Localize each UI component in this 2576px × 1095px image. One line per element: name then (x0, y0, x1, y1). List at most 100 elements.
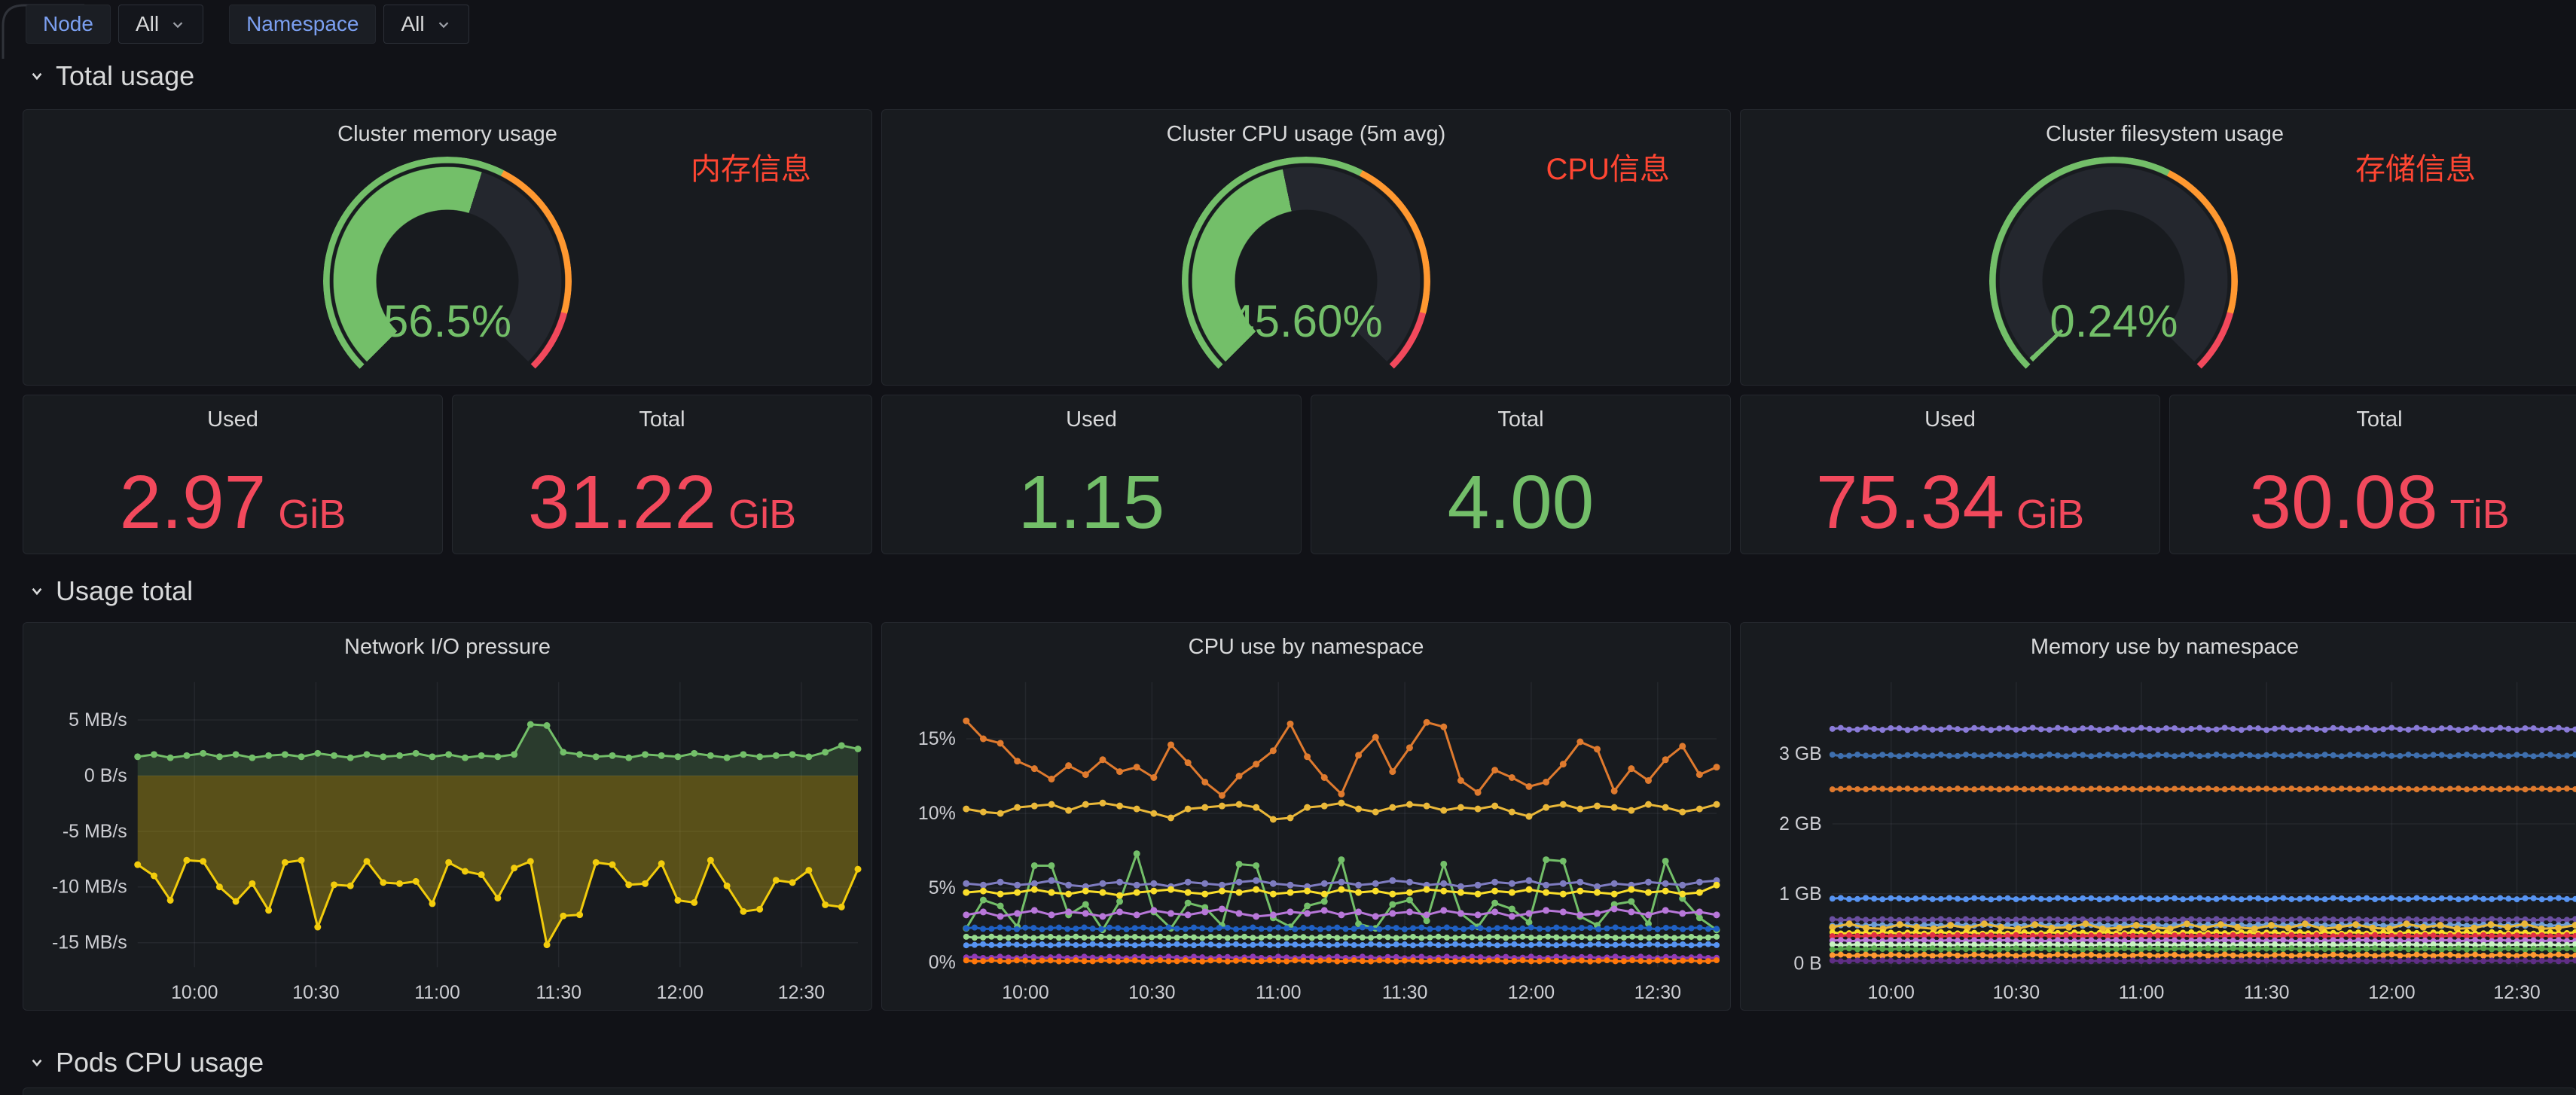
stat-number: 1.15 (1018, 460, 1165, 544)
panel-title[interactable]: Total (2356, 407, 2403, 432)
panel-title[interactable]: Used (1924, 407, 1976, 432)
chevron-down-icon (32, 1059, 42, 1067)
variable-bar: Node All Namespace All (26, 5, 469, 44)
svg-text:12:00: 12:00 (657, 982, 704, 1003)
svg-text:11:30: 11:30 (536, 982, 581, 1003)
svg-text:5 MB/s: 5 MB/s (69, 709, 127, 731)
variable-node-value: All (135, 12, 160, 35)
panel-cluster-filesystem-usage: Cluster filesystem usage 存储信息 0.24% (1740, 109, 2576, 405)
svg-text:10:30: 10:30 (1993, 982, 2040, 1003)
cpu-usage-gauge: 45.60% (1182, 157, 1430, 405)
panel-title[interactable]: Cluster filesystem usage (2046, 122, 2284, 146)
stat-number: 30.08 (2249, 460, 2438, 544)
panel-title[interactable]: Total (639, 407, 685, 432)
panel-memory-by-namespace: Memory use by namespace 3 GB 2 GB 1 GB 0 B 1… (1740, 622, 2576, 1011)
variable-node-label: Node (26, 5, 111, 44)
stat-value: 31.22 GiB (528, 465, 796, 540)
panel-title[interactable]: Used (207, 407, 258, 432)
stat-number: 4.00 (1447, 460, 1595, 544)
gauge-value-text: 0.24% (2050, 296, 2178, 346)
stat-number: 2.97 (119, 460, 267, 544)
svg-text:10:00: 10:00 (1002, 982, 1048, 1003)
svg-text:11:00: 11:00 (1256, 982, 1302, 1003)
variable-namespace-value: All (401, 12, 425, 35)
panel-title[interactable]: Memory use by namespace (2030, 635, 2300, 659)
svg-text:3 GB: 3 GB (1779, 743, 1822, 764)
gauge-value-arc (1989, 157, 2239, 405)
stat-unit: GiB (2016, 492, 2085, 537)
svg-text:12:00: 12:00 (1508, 982, 1555, 1003)
filesystem-usage-gauge: 0.24% (1989, 157, 2239, 405)
stat-number: 75.34 (1815, 460, 2005, 544)
section-pods-cpu-usage[interactable]: Pods CPU usage (27, 1047, 264, 1078)
chevron-down-icon (32, 587, 42, 596)
svg-text:11:30: 11:30 (1382, 982, 1428, 1003)
panel-title[interactable]: Total (1497, 407, 1544, 432)
stat-unit: GiB (728, 492, 797, 537)
svg-text:15%: 15% (918, 728, 956, 749)
svg-text:2 GB: 2 GB (1779, 813, 1822, 834)
svg-text:12:30: 12:30 (2493, 982, 2540, 1003)
variable-namespace-dropdown[interactable]: All (383, 5, 469, 44)
stat-value: 4.00 (1448, 465, 1595, 540)
next-row-panel-edge (23, 1087, 2576, 1095)
panel-cpu-used: Used 1.15 (881, 395, 1302, 554)
gauge-value-arc (323, 157, 572, 405)
variable-node-dropdown[interactable]: All (118, 5, 204, 44)
chevron-down-icon (438, 22, 448, 29)
panel-filesystem-total: Total 30.08 TiB (2169, 395, 2576, 554)
svg-text:12:00: 12:00 (2368, 982, 2415, 1003)
svg-text:10%: 10% (918, 803, 956, 824)
panel-title[interactable]: Cluster CPU usage (5m avg) (1166, 122, 1446, 146)
panel-cpu-total: Total 4.00 (1311, 395, 1731, 554)
panel-cpu-by-namespace: CPU use by namespace 15% 10% 5% 0% 10:00 10:3… (881, 622, 1731, 1011)
panel-filesystem-used: Used 75.34 GiB (1740, 395, 2160, 554)
svg-text:11:00: 11:00 (2119, 982, 2165, 1003)
svg-text:-10 MB/s: -10 MB/s (52, 877, 127, 898)
variable-namespace: Namespace All (229, 5, 469, 44)
svg-text:5%: 5% (929, 877, 956, 898)
cpu-namespace-chart[interactable]: 15% 10% 5% 0% 10:00 10:30 11:00 11:30 12:00 12:30 (882, 623, 1730, 1010)
variable-namespace-label: Namespace (229, 5, 377, 44)
gauge-value-arc (1182, 157, 1430, 405)
memory-namespace-chart[interactable]: 3 GB 2 GB 1 GB 0 B 10:00 10:30 11:00 11:30 12:00… (1741, 623, 2576, 1010)
annotation-storage-info: 存储信息 (2355, 153, 2476, 186)
stat-value: 75.34 GiB (1816, 465, 2084, 540)
gauge-value-text: 56.5% (383, 296, 512, 346)
panel-title[interactable]: Used (1066, 407, 1117, 432)
svg-text:10:30: 10:30 (1128, 982, 1175, 1003)
stat-number: 31.22 (527, 460, 717, 544)
stat-value: 2.97 GiB (120, 465, 346, 540)
section-usage-total[interactable]: Usage total (27, 575, 193, 607)
memory-usage-gauge: 56.5% (323, 157, 572, 405)
svg-text:10:30: 10:30 (292, 982, 339, 1003)
panel-cluster-cpu-usage: Cluster CPU usage (5m avg) CPU信息 45.60% (881, 109, 1731, 405)
svg-text:-15 MB/s: -15 MB/s (52, 932, 127, 953)
chevron-down-icon (32, 72, 42, 81)
network-io-chart[interactable]: 5 MB/s 0 B/s -5 MB/s -10 MB/s -15 MB/s 10:00 1… (23, 623, 871, 1010)
section-title: Pods CPU usage (56, 1047, 264, 1078)
panel-title[interactable]: Cluster memory usage (337, 122, 557, 146)
stat-value: 1.15 (1018, 465, 1165, 540)
svg-text:12:30: 12:30 (778, 982, 825, 1003)
gauge-value-text: 45.60% (1229, 296, 1383, 346)
panel-memory-used: Used 2.97 GiB (23, 395, 443, 554)
stat-value: 30.08 TiB (2249, 465, 2509, 540)
panel-memory-total: Total 31.22 GiB (452, 395, 872, 554)
svg-text:0 B: 0 B (1793, 953, 1821, 975)
svg-text:0 B/s: 0 B/s (84, 765, 127, 786)
annotation-cpu-info: CPU信息 (1546, 153, 1670, 186)
stat-unit: TiB (2449, 492, 2510, 537)
svg-text:0%: 0% (929, 952, 956, 973)
section-title: Total usage (56, 60, 195, 91)
variable-node: Node All (26, 5, 204, 44)
panel-cluster-memory-usage: Cluster memory usage 内存信息 56.5% (23, 109, 872, 405)
section-total-usage[interactable]: Total usage (27, 60, 194, 92)
annotation-memory-info: 内存信息 (691, 153, 811, 186)
svg-text:11:30: 11:30 (2244, 982, 2290, 1003)
panel-title[interactable]: CPU use by namespace (1188, 635, 1424, 659)
panel-title[interactable]: Network I/O pressure (344, 635, 551, 659)
svg-text:-5 MB/s: -5 MB/s (63, 821, 127, 842)
section-title: Usage total (56, 575, 194, 606)
